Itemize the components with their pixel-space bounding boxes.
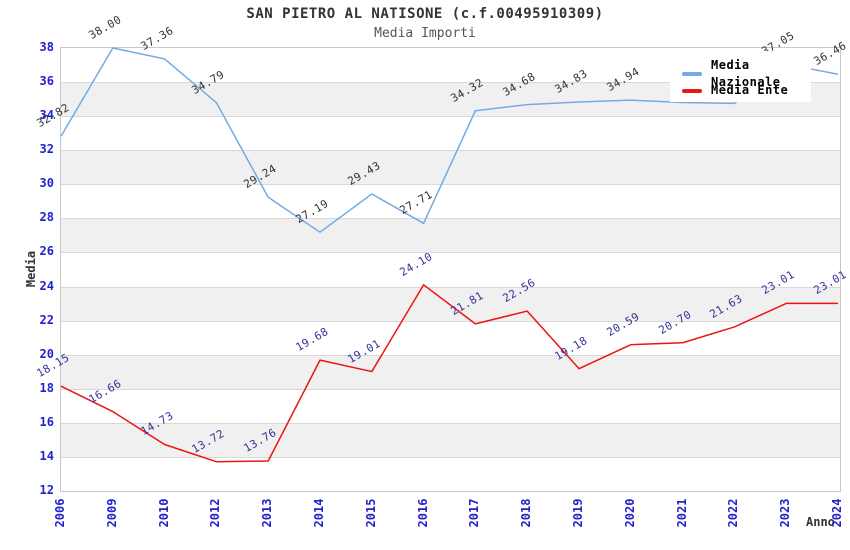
y-tick-label: 28: [39, 210, 54, 225]
y-tick-label: 34: [39, 108, 54, 123]
line-swatch-icon: [682, 88, 702, 93]
y-tick-label: 36: [39, 74, 54, 89]
y-tick-label: 12: [39, 483, 54, 497]
x-tick-label: 2022: [726, 498, 741, 528]
y-tick-label: 16: [39, 414, 54, 429]
x-tick-label: 2018: [519, 498, 534, 528]
gridline: [61, 286, 840, 288]
y-tick-label: 14: [39, 448, 54, 463]
gridline: [61, 320, 840, 322]
plot-band: [61, 286, 840, 321]
legend-item-media-nazionale: Media Nazionale: [682, 58, 811, 89]
x-tick-label: 2006: [53, 498, 67, 528]
plot-band: [61, 354, 840, 389]
y-tick-label: 20: [39, 346, 54, 361]
y-tick-label: 32: [39, 142, 54, 157]
line-swatch-icon: [682, 71, 702, 76]
series-line-media-nazionale: [60, 47, 839, 233]
x-tick-label: 2020: [622, 498, 637, 528]
x-tick-label: 2012: [208, 498, 223, 528]
gridline: [61, 82, 840, 84]
legend-label-media-ente: Media Ente: [711, 83, 789, 97]
y-tick-label: 30: [39, 176, 54, 191]
plot-band: [61, 218, 840, 253]
gridline: [61, 456, 840, 458]
gridline: [61, 422, 840, 424]
x-tick-label: 2021: [674, 498, 689, 528]
x-tick-label: 2010: [156, 498, 171, 528]
x-tick-label: 2009: [104, 498, 119, 528]
y-tick-label: 22: [39, 312, 54, 327]
y-tick-label: 26: [39, 244, 54, 259]
plot-band: [61, 150, 840, 185]
gridline: [61, 184, 840, 186]
x-tick-label: 2023: [778, 498, 793, 528]
series-line-media-ente: [60, 284, 838, 463]
legend: Media Nazionale Media Ente: [670, 51, 811, 102]
chart-title: SAN PIETRO AL NATISONE (c.f.00495910309): [246, 6, 604, 22]
plot-band: [61, 422, 840, 457]
gridline: [61, 218, 840, 220]
gridline: [61, 354, 840, 356]
x-tick-label: 2013: [260, 498, 275, 528]
x-tick-label: 2019: [571, 498, 585, 528]
legend-item-media-ente: Media Ente: [682, 82, 811, 99]
gridline: [61, 150, 840, 152]
x-tick-label: 2024: [830, 498, 844, 528]
x-tick-label: 2014: [312, 498, 326, 528]
y-tick-label: 24: [39, 278, 54, 293]
plot-area: 32.82 38.00 37.36 34.79 29.24 27.19 29.43 27.71…: [35, 13, 849, 492]
x-tick-label: 2015: [363, 498, 378, 528]
x-tick-label: 2016: [415, 498, 430, 528]
x-tick-label: 2017: [467, 498, 482, 528]
chart-subtitle: Media Importi: [374, 26, 476, 41]
legend-label-media-nazionale: Media Nazionale: [711, 57, 781, 89]
x-axis-title: Anno: [806, 515, 835, 529]
gridline: [61, 116, 840, 118]
gridline: [61, 252, 840, 254]
series-lines: [60, 47, 839, 463]
gridline: [61, 388, 840, 390]
y-tick-label: 38: [39, 40, 54, 54]
y-tick-label: 18: [39, 380, 54, 395]
